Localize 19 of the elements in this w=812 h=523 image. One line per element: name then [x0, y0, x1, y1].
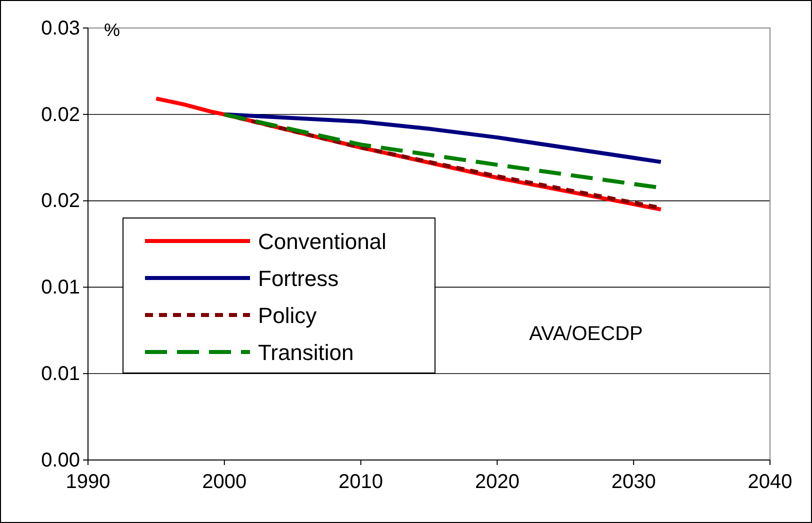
- y-tick-label: 0.00: [41, 449, 80, 472]
- legend-label: Conventional: [258, 229, 386, 254]
- legend-label: Fortress: [258, 266, 339, 291]
- x-tick-label: 1990: [66, 471, 110, 493]
- x-tick-label: 2030: [611, 471, 656, 493]
- y-tick-label: 0.02: [41, 190, 80, 212]
- y-axis-title: %: [104, 20, 120, 40]
- x-tick-label: 2000: [202, 471, 247, 493]
- x-tick-label: 2020: [474, 471, 520, 493]
- y-tick-label: 0.01: [41, 363, 80, 385]
- x-tick-label: 2010: [338, 471, 384, 493]
- y-tick-label: 0.02: [41, 104, 80, 126]
- legend-label: Transition: [258, 340, 354, 365]
- annotation: AVA/OECDP: [529, 323, 643, 345]
- x-tick-label: 2040: [748, 471, 792, 493]
- y-tick-label: 0.03: [41, 17, 80, 40]
- y-tick-label: 0.01: [41, 276, 80, 299]
- line-series: [222, 112, 663, 164]
- legend-label: Policy: [258, 303, 317, 328]
